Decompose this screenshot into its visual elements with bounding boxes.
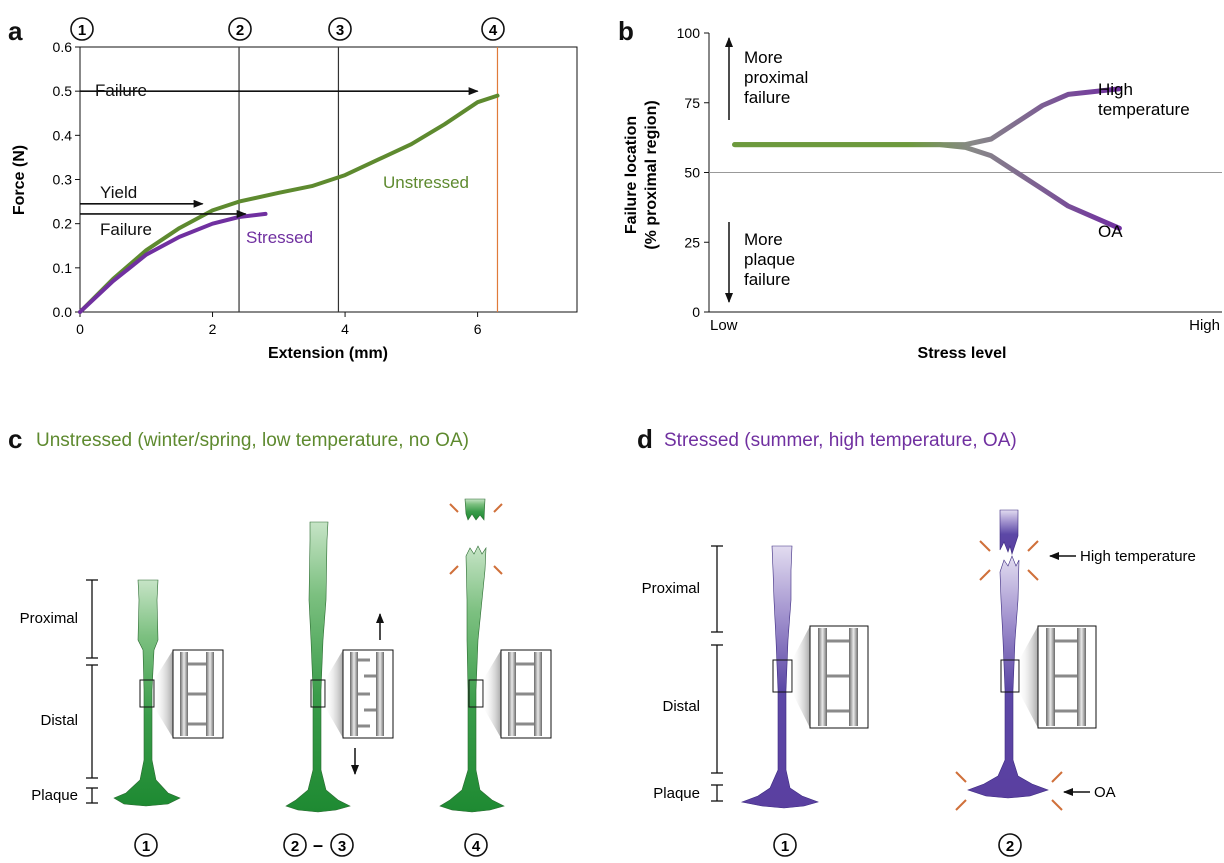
- series-label-oa: OA: [1098, 222, 1123, 241]
- x-tick-label: 4: [341, 321, 349, 337]
- bottom-marker-c-2: 2: [283, 833, 307, 857]
- step-marker-2: 2: [228, 17, 252, 41]
- step-label-1: 1: [78, 22, 86, 39]
- x-tick-label: 6: [474, 321, 482, 337]
- thread-d2: High temperature OA: [955, 509, 1196, 811]
- thread-c1: [113, 579, 224, 807]
- series-label-stressed: Stressed: [246, 228, 313, 247]
- thread-c2-3: [285, 521, 394, 813]
- series-label-high-temperature-1: High: [1098, 80, 1133, 99]
- x-tick-low: Low: [710, 317, 738, 334]
- bottom-markers-d: 1 2: [773, 833, 1022, 857]
- callout-high-temperature: High temperature: [1080, 548, 1196, 565]
- series-line-unstressed: [78, 93, 500, 314]
- panel-a-letter: a: [8, 16, 23, 46]
- panel-a: a 1 2 3 4 0.0 0.1 0.2 0.3 0.4 0.5 0.6 0 2 4 6: [8, 16, 578, 362]
- x-axis-label-b: Stress level: [918, 345, 1007, 362]
- y-tick-label-b: 0: [692, 304, 700, 320]
- bottom-marker-c-4: 4: [464, 833, 488, 857]
- series-label-high-temperature-2: temperature: [1098, 100, 1190, 119]
- bottom-marker-c-3: 3: [330, 833, 354, 857]
- thread-d1: [740, 545, 869, 809]
- region-label-distal-d: Distal: [662, 698, 700, 715]
- bottom-label-c-4: 4: [472, 838, 481, 855]
- bottom-label-c-1: 1: [142, 838, 150, 855]
- panel-d: d Stressed (summer, high temperature, OA…: [637, 424, 1196, 857]
- up-arrow-label-1: More: [744, 48, 783, 67]
- bottom-label-c-2: 2: [291, 838, 299, 855]
- bottom-marker-d-1: 1: [773, 833, 797, 857]
- region-brackets-c: [86, 579, 98, 804]
- range-dash: –: [313, 835, 323, 855]
- y-tick-label-b: 25: [684, 234, 700, 250]
- step-label-3: 3: [336, 22, 344, 39]
- step-label-2: 2: [236, 22, 244, 39]
- y-tick-label-b: 75: [684, 95, 700, 111]
- y-axis-label-b-line2: (% proximal region): [643, 100, 660, 249]
- annotation-yield: Yield: [100, 183, 137, 202]
- break-burst-c4: [449, 503, 503, 575]
- annotation-failure-unstressed: Failure: [95, 81, 147, 100]
- panel-c: c Unstressed (winter/spring, low tempera…: [8, 424, 552, 857]
- y-tick-label: 0.0: [53, 304, 73, 320]
- y-tick-label: 0.1: [53, 260, 73, 276]
- up-arrow-label-3: failure: [744, 88, 790, 107]
- step-marker-4: 4: [481, 17, 505, 41]
- region-label-proximal-d: Proximal: [642, 580, 700, 597]
- step-marker-1: 1: [70, 17, 94, 41]
- bottom-marker-d-2: 2: [998, 833, 1022, 857]
- y-tick-label-b: 50: [684, 165, 700, 181]
- failure-location-curves: [732, 86, 1122, 231]
- region-label-plaque-d: Plaque: [653, 785, 700, 802]
- y-axis-label-b-line1: Failure location: [623, 116, 640, 234]
- region-label-proximal-c: Proximal: [20, 610, 78, 627]
- panel-d-title: Stressed (summer, high temperature, OA): [664, 430, 1017, 451]
- panel-b-letter: b: [618, 16, 634, 46]
- up-arrow-label-2: proximal: [744, 68, 808, 87]
- bottom-marker-c-1: 1: [134, 833, 158, 857]
- down-arrow-label-3: failure: [744, 270, 790, 289]
- series-line-high-temperature: [732, 86, 1122, 148]
- panel-b: b 0 25 50 75 100 Low High Stress level Failu…: [618, 16, 1222, 362]
- break-burst-d2: [955, 540, 1063, 811]
- panel-c-title: Unstressed (winter/spring, low temperatu…: [36, 430, 469, 451]
- region-label-distal-c: Distal: [40, 712, 78, 729]
- y-axis-label-a: Force (N): [11, 145, 28, 215]
- thread-c4: [439, 498, 552, 813]
- y-tick-label: 0.4: [53, 127, 73, 143]
- y-tick-label: 0.2: [53, 216, 73, 232]
- y-tick-label-b: 100: [677, 25, 701, 41]
- y-tick-label: 0.5: [53, 83, 73, 99]
- step-marker-3: 3: [328, 17, 352, 41]
- callout-oa: OA: [1094, 784, 1116, 801]
- series-line-oa: [732, 142, 1122, 231]
- step-markers: 1 2 3 4: [70, 17, 505, 41]
- x-tick-label: 0: [76, 321, 84, 337]
- x-axis-ticks: 0 2 4 6: [76, 312, 482, 337]
- panel-d-letter: d: [637, 424, 653, 454]
- bottom-label-c-3: 3: [338, 838, 346, 855]
- panel-c-letter: c: [8, 424, 22, 454]
- bottom-markers-c: 1 2 – 3 4: [134, 833, 488, 857]
- x-tick-label: 2: [209, 321, 217, 337]
- y-tick-label: 0.3: [53, 172, 73, 188]
- bottom-label-d-1: 1: [781, 838, 789, 855]
- annotation-failure-stressed: Failure: [100, 220, 152, 239]
- down-arrow-label-1: More: [744, 230, 783, 249]
- region-label-plaque-c: Plaque: [31, 787, 78, 804]
- down-arrow-label-2: plaque: [744, 250, 795, 269]
- bottom-label-d-2: 2: [1006, 838, 1014, 855]
- annotation-arrows: [80, 87, 479, 218]
- y-tick-label: 0.6: [53, 39, 73, 55]
- y-axis-ticks-b: 0 25 50 75 100: [677, 25, 709, 320]
- x-axis-label-a: Extension (mm): [268, 345, 388, 362]
- series-label-unstressed: Unstressed: [383, 173, 469, 192]
- y-axis-ticks: 0.0 0.1 0.2 0.3 0.4 0.5 0.6: [53, 39, 80, 320]
- region-brackets-d: [711, 545, 723, 802]
- x-tick-high: High: [1189, 317, 1220, 334]
- step-label-4: 4: [489, 22, 498, 39]
